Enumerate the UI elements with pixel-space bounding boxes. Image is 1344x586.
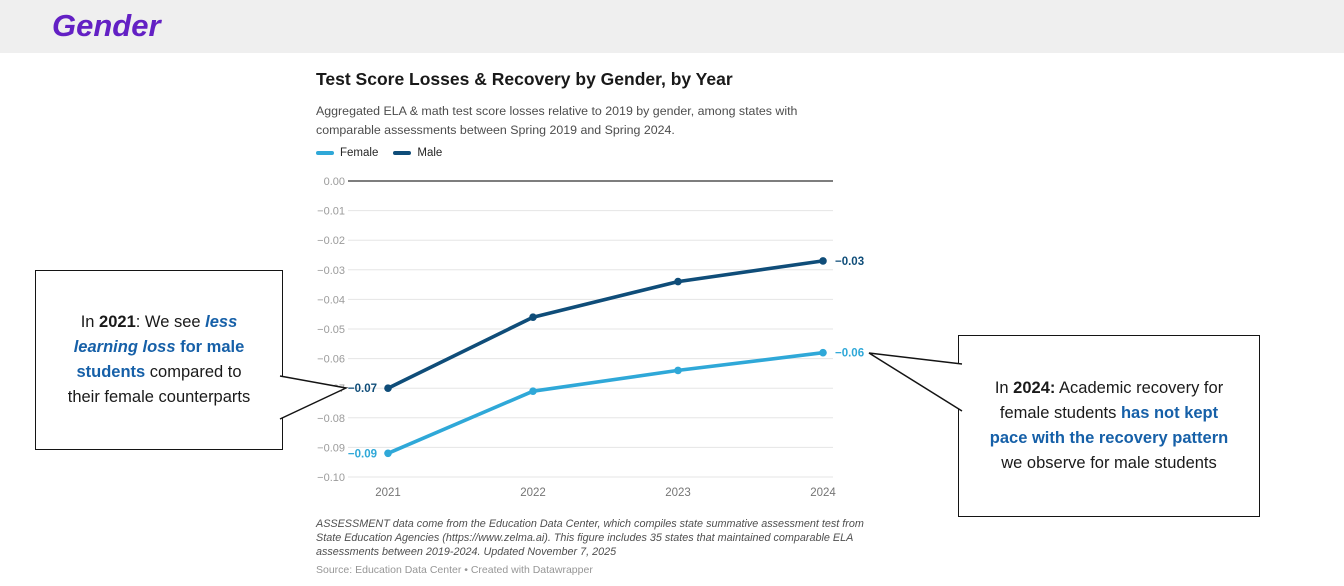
male-point-2023 — [674, 277, 682, 286]
male-point-2022 — [529, 313, 537, 321]
callout-text-segment: In — [994, 379, 1014, 397]
female-first-value-label: −0.09 — [348, 448, 377, 460]
chart-footnote: ASSESSMENT data come from the Education … — [316, 518, 864, 559]
legend-label: Female — [340, 147, 379, 159]
male-point-2024 — [819, 257, 827, 265]
callout-pointer-right — [868, 352, 963, 412]
y-tick-label: 0.00 — [324, 176, 345, 188]
y-tick-label: −0.05 — [317, 324, 345, 336]
callout-text: In 2021: We see less learning loss for m… — [61, 310, 258, 410]
chart-title: Test Score Losses & Recovery by Gender, … — [316, 69, 733, 89]
x-tick-label: 2024 — [810, 487, 836, 499]
x-tick-label: 2023 — [665, 487, 691, 499]
y-tick-label: −0.07 — [317, 383, 345, 395]
legend-swatch-female — [316, 151, 334, 155]
legend-item-female: Female — [316, 147, 378, 159]
y-tick-label: −0.08 — [317, 413, 345, 425]
chart-subtitle: Aggregated ELA & math test score losses … — [316, 104, 798, 137]
female-point-2021 — [384, 449, 392, 458]
callout-box-2024: In 2024: Academic recovery for female st… — [958, 335, 1260, 517]
header-band — [0, 0, 1344, 53]
y-tick-label: −0.04 — [317, 294, 345, 306]
callout-text: In 2024: Academic recovery for female st… — [988, 376, 1230, 476]
y-tick-label: −0.03 — [317, 265, 345, 277]
callout-text-segment: 2024: — [1013, 379, 1056, 397]
x-tick-label: 2021 — [375, 487, 401, 499]
callout-box-2021: In 2021: We see less learning loss for m… — [35, 270, 283, 450]
callout-text-segment: 2021 — [99, 313, 136, 331]
x-tick-label: 2022 — [520, 487, 546, 499]
female-line — [386, 350, 825, 456]
y-tick-label: −0.09 — [317, 442, 345, 454]
male-first-value-label: −0.07 — [348, 383, 377, 395]
callout-text-segment: for male students — [76, 338, 245, 381]
callout-text-segment: less learning loss — [73, 313, 238, 356]
y-tick-label: −0.06 — [317, 354, 345, 366]
female-last-value-label: −0.06 — [835, 348, 864, 360]
y-tick-label: −0.10 — [317, 472, 345, 484]
female-point-2023 — [674, 366, 682, 375]
female-point-2024 — [819, 348, 827, 357]
legend-swatch-male — [393, 151, 412, 155]
chart-source-line: Source: Education Data Center • Created … — [316, 564, 593, 576]
male-last-value-label: −0.03 — [835, 256, 864, 268]
page-title: Gender — [52, 8, 161, 43]
callout-text-segment: In — [80, 313, 100, 331]
female-point-2022 — [529, 387, 537, 395]
line-chart: 0.00−0.01−0.02−0.03−0.04−0.05−0.06−0.07−… — [317, 176, 864, 499]
male-point-2021 — [384, 384, 392, 392]
legend-item-male: Male — [393, 147, 442, 159]
chart-legend: Female Male — [316, 147, 442, 159]
y-tick-label: −0.02 — [317, 235, 345, 247]
callout-text-segment: has not kept pace with the recovery patt… — [989, 404, 1229, 447]
legend-label: Male — [417, 147, 443, 159]
y-tick-label: −0.01 — [317, 206, 345, 218]
male-line — [386, 259, 825, 390]
callout-text-segment: : We see — [135, 313, 206, 331]
callout-text-segment: we observe for male students — [1001, 454, 1217, 472]
callout-text-segment: Academic recovery for female students — [999, 379, 1224, 422]
callout-text-segment: compared to their female counterparts — [67, 363, 251, 406]
